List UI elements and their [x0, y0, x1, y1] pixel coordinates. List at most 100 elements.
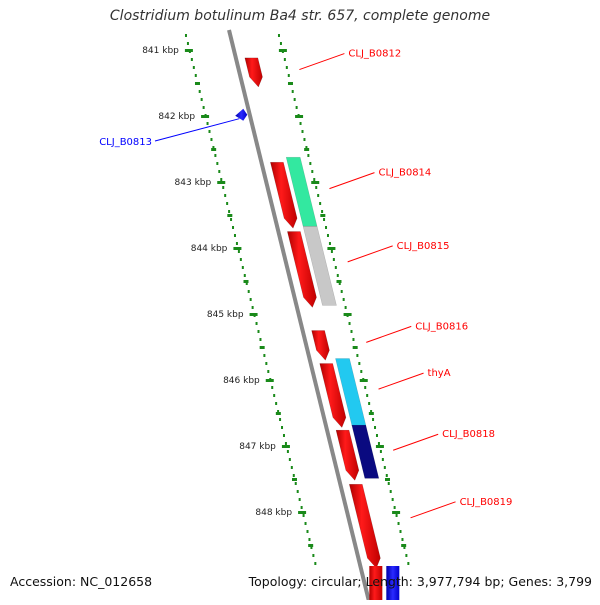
- ruler-minor-tick: [385, 478, 391, 481]
- ruler-dot: [233, 234, 236, 237]
- ruler-dot: [218, 170, 221, 173]
- gene-labels: CLJ_B0812 CLJ_B0813 CLJ_B0814 CLJ_B0815 CLJ_…: [99, 49, 512, 519]
- ruler-major-tick: [311, 181, 320, 184]
- ruler-dot: [319, 202, 322, 205]
- forward-gene-arrow: [311, 330, 330, 361]
- backbone: [227, 29, 371, 601]
- ruler-dot: [287, 74, 290, 77]
- ruler-dot: [352, 338, 355, 341]
- ruler-tick-label: 841 kbp: [142, 46, 179, 56]
- ruler-dot: [389, 490, 392, 493]
- ruler-dot: [288, 458, 291, 461]
- ruler-dot: [395, 514, 398, 517]
- ruler-dot: [210, 138, 213, 141]
- ruler-dot: [249, 298, 252, 301]
- forward-gene-arrow: [270, 161, 298, 229]
- cds-feature-bar: [285, 156, 318, 227]
- ruler-major-tick: [217, 181, 226, 184]
- ruler-dot: [292, 474, 295, 477]
- ruler-dot: [286, 450, 289, 453]
- ruler-dot: [282, 434, 285, 437]
- ruler-dot: [239, 258, 242, 261]
- ruler-dot: [306, 530, 309, 533]
- ruler-major-tick: [184, 49, 193, 52]
- ruler-dot: [230, 218, 233, 221]
- ruler-dot: [311, 170, 314, 173]
- ruler-tick-label: 848 kbp: [255, 508, 292, 518]
- forward-gene-arrow: [319, 363, 347, 428]
- ruler-dot: [245, 282, 248, 285]
- ruler-dot: [298, 498, 301, 501]
- ruler-major-tick: [298, 511, 307, 514]
- ruler-minor-tick: [287, 82, 293, 85]
- ruler-tick-label: 845 kbp: [207, 310, 244, 320]
- ruler-dot: [305, 146, 308, 149]
- gene-label: CLJ_B0813: [99, 137, 152, 148]
- ruler-dot: [275, 402, 278, 405]
- ruler-dot: [401, 538, 404, 541]
- ruler-major-tick: [343, 313, 352, 316]
- ruler-dot: [397, 522, 400, 525]
- ruler-dot: [374, 426, 377, 429]
- ruler-dot: [212, 146, 215, 149]
- gene-label: CLJ_B0816: [415, 321, 468, 332]
- ruler-dot: [206, 122, 209, 125]
- ruler-dot: [296, 490, 299, 493]
- ruler-dot: [334, 266, 337, 269]
- ruler-dot: [200, 98, 203, 101]
- ruler-dot: [243, 274, 246, 277]
- ruler-minor-tick: [292, 478, 298, 481]
- gene-label: CLJ_B0812: [348, 49, 401, 60]
- ruler-dot: [381, 458, 384, 461]
- ruler-minor-tick: [211, 148, 217, 151]
- organism-name: Clostridium botulinum: [109, 8, 266, 24]
- ruler-dot: [325, 226, 328, 229]
- ruler-dot: [321, 210, 324, 213]
- ruler-dot: [279, 42, 282, 45]
- ruler-dot: [216, 162, 219, 165]
- ruler-minor-tick: [401, 544, 407, 547]
- ruler-dot: [383, 466, 386, 469]
- ruler-dot: [323, 218, 326, 221]
- gene-label-leader: [378, 372, 424, 390]
- ruler-dot: [198, 90, 201, 93]
- ruler-dot: [247, 290, 250, 293]
- ruler-dot: [407, 562, 410, 565]
- ruler-dot: [360, 370, 363, 373]
- ruler-dot: [294, 482, 297, 485]
- ruler-minor-tick: [304, 148, 310, 151]
- ruler-tick-label: 846 kbp: [223, 376, 260, 386]
- ruler-dot: [314, 562, 317, 565]
- ruler-dot: [340, 290, 343, 293]
- ruler-dot: [184, 34, 187, 37]
- forward-gene-arrow: [348, 484, 381, 569]
- ruler-dot: [251, 306, 254, 309]
- ruler-dot: [285, 66, 288, 69]
- ruler-dot: [202, 106, 205, 109]
- ruler-dot: [265, 362, 268, 365]
- gene-label: CLJ_B0814: [378, 168, 431, 179]
- ruler-dot: [302, 514, 305, 517]
- ruler-dot: [326, 234, 329, 237]
- ruler-minor-tick: [352, 346, 358, 349]
- gene-label: thyA: [428, 368, 451, 379]
- ruler-dot: [403, 546, 406, 549]
- ruler-dot: [235, 242, 238, 245]
- gene-track: [235, 57, 400, 600]
- ruler-major-tick: [295, 115, 304, 118]
- ruler-dot: [208, 130, 211, 133]
- ruler-dot: [309, 162, 312, 165]
- ruler-minor-tick: [320, 214, 326, 217]
- ruler-dot: [304, 522, 307, 525]
- ruler-tick-label: 847 kbp: [239, 442, 276, 452]
- ruler-major-tick: [375, 445, 384, 448]
- ruler-dot: [300, 506, 303, 509]
- ruler-tick-label: 844 kbp: [191, 244, 228, 254]
- ruler-dot: [259, 338, 262, 341]
- ruler-major-tick: [278, 49, 287, 52]
- gene-label-leader: [154, 118, 240, 142]
- strain-name: Ba4 str. 657, complete genome: [265, 8, 491, 24]
- genome-summary-text: Topology: circular; Length: 3,977,794 bp…: [248, 574, 592, 589]
- cds-track: [285, 156, 380, 479]
